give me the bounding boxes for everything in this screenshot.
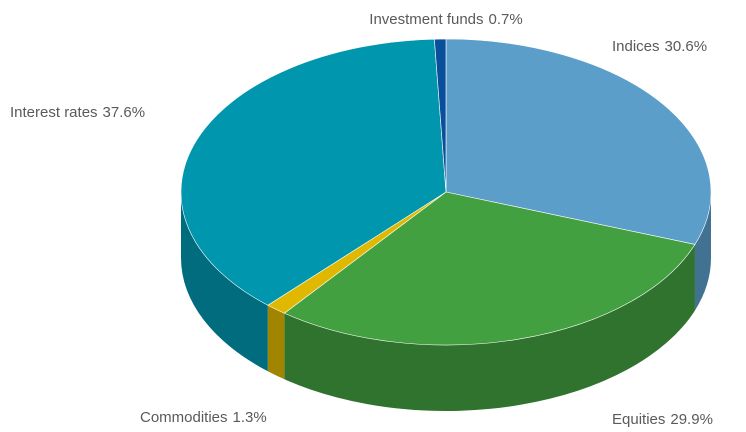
slice-label: Indices 30.6% [612, 38, 707, 55]
pie-slice-side [284, 244, 695, 412]
slice-label: Interest rates 37.6% [10, 104, 145, 121]
slice-label-value: 1.3% [233, 409, 267, 426]
slice-label-value: 37.6% [103, 104, 146, 121]
slice-label-name: Interest rates [10, 104, 98, 121]
slice-label-name: Investment funds [369, 11, 483, 28]
pie-slice [445, 38, 712, 245]
pie-slice-side [694, 192, 711, 311]
slice-label-value: 30.6% [665, 38, 708, 55]
pie-slice-side [267, 305, 285, 380]
slice-label: Equities 29.9% [612, 411, 713, 428]
slice-label: Commodities 1.3% [140, 409, 267, 426]
pie-slice [180, 38, 447, 306]
slice-label-name: Indices [612, 38, 660, 55]
pie-slice-side [181, 192, 268, 372]
slice-label-name: Equities [612, 411, 665, 428]
pie-slice [434, 38, 447, 193]
slice-label-value: 29.9% [670, 411, 713, 428]
pie-slice [283, 191, 696, 346]
slice-label-name: Commodities [140, 409, 228, 426]
slice-label: Investment funds 0.7% [369, 11, 522, 28]
slice-label-value: 0.7% [489, 11, 523, 28]
